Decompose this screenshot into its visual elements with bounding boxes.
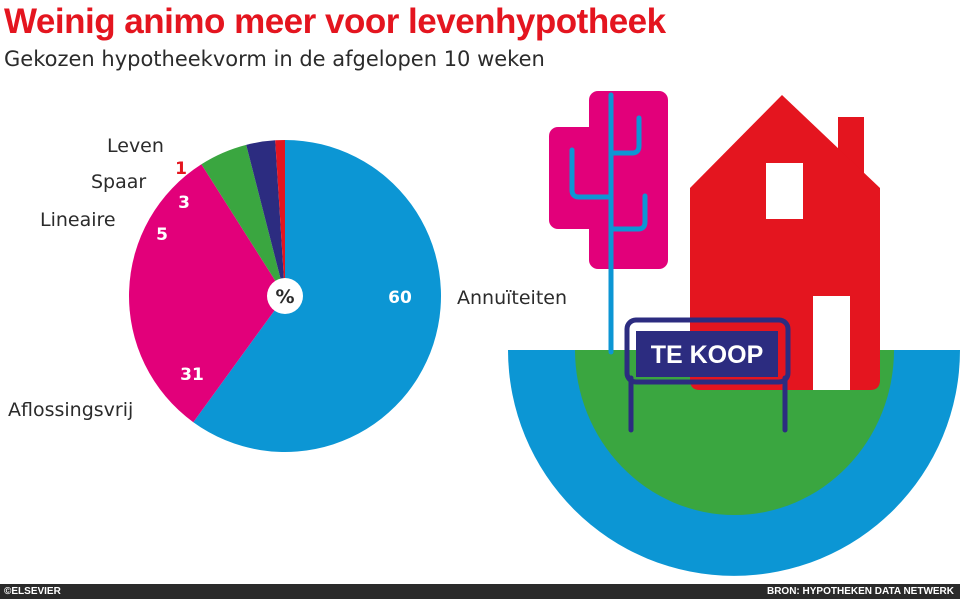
slice-value-label: 3 [178, 193, 190, 213]
pie-center-badge [267, 278, 303, 314]
sign-text: TE KOOP [651, 341, 764, 369]
for-sale-sign: TE KOOP [624, 317, 791, 433]
slice-value-label: 60 [388, 288, 412, 308]
slice-value-label: 31 [180, 365, 204, 385]
footer-credit: ©ELSEVIER [4, 586, 61, 597]
footer-source: BRON: HYPOTHEKEN DATA NETWERK [766, 586, 954, 597]
pie-slice-spaar [246, 140, 285, 296]
slice-name-label: Lineaire [40, 209, 116, 231]
slice-name-label: Leven [107, 135, 164, 157]
pie-slice-aflossingsvrij [128, 164, 285, 423]
pie-slice-lineaire [201, 144, 285, 296]
pie-center-label: % [275, 286, 294, 308]
pie-outer-labels: Annuïteiten Aflossingsvrij Lineaire Spaar Le… [8, 135, 567, 421]
pie-slice-leven [275, 140, 285, 296]
tree-icon [549, 91, 668, 355]
footer: ©ELSEVIER BRON: HYPOTHEKEN DATA NETWERK [0, 584, 960, 599]
slice-name-label: Spaar [91, 171, 146, 193]
slice-name-label: Annuïteiten [457, 287, 567, 309]
pie-slices [128, 140, 441, 452]
slice-value-label: 5 [156, 225, 168, 245]
slice-value-label: 1 [175, 159, 187, 179]
chart-title: Weinig animo meer voor levenhypotheek [4, 2, 666, 41]
chart-subtitle: Gekozen hypotheekvorm in de afgelopen 10… [4, 47, 545, 71]
slice-name-label: Aflossingsvrij [8, 399, 133, 421]
hill-inner-shape [575, 350, 894, 515]
house-icon [690, 95, 880, 390]
pie-slice-annu-teiten [193, 140, 441, 452]
